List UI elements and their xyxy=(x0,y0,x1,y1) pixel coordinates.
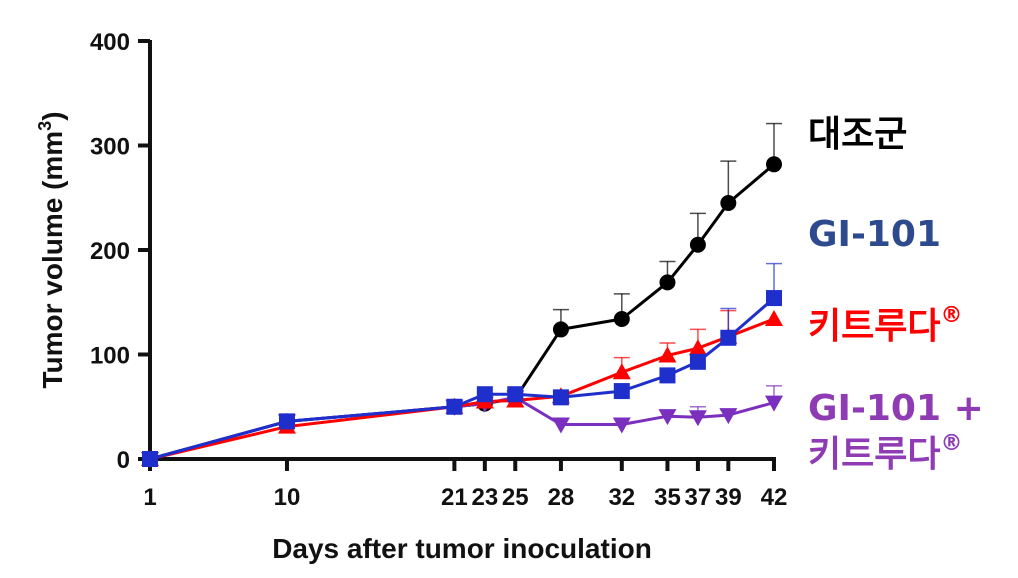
x-tick-label: 1 xyxy=(143,484,156,511)
data-point xyxy=(765,309,783,326)
legend-label-combo-line2: 키트루다® xyxy=(808,431,962,475)
legend-label-keytruda: 키트루다® xyxy=(808,303,962,347)
series-line xyxy=(149,317,775,461)
data-point xyxy=(278,413,295,430)
data-point xyxy=(612,417,631,434)
data-point xyxy=(507,386,524,403)
x-tick-label: 32 xyxy=(608,484,635,511)
data-point xyxy=(720,329,737,346)
data-point xyxy=(689,353,706,370)
data-point xyxy=(613,383,630,400)
data-point xyxy=(613,310,630,327)
x-tick-label: 21 xyxy=(441,484,468,511)
y-tick-label: 300 xyxy=(90,134,130,161)
data-point xyxy=(688,410,707,427)
data-point xyxy=(552,389,569,406)
x-tick-label: 23 xyxy=(471,484,498,511)
legend-label-combo-line1: GI-101 + xyxy=(808,388,984,429)
data-point xyxy=(658,346,677,363)
data-point xyxy=(612,363,631,380)
y-tick-label: 200 xyxy=(90,238,130,265)
x-tick-label: 28 xyxy=(548,484,575,511)
data-point xyxy=(659,274,676,291)
data-point xyxy=(446,398,463,415)
data-point xyxy=(659,367,676,384)
data-point xyxy=(766,290,782,307)
y-axis-title: Tumor volume (mm3) xyxy=(35,111,68,388)
x-tick-label: 10 xyxy=(274,484,301,511)
data-series xyxy=(141,122,783,468)
data-point xyxy=(476,386,493,403)
data-point xyxy=(688,339,707,356)
legend-label-control: 대조군 xyxy=(808,114,907,155)
axes: 0 100 200 300 400 1 10 21 23 25 28 32 35 37 39 42 xyxy=(90,29,787,511)
series-gi101 xyxy=(142,262,782,467)
series-combo xyxy=(141,385,783,468)
series-keytruda xyxy=(141,309,783,466)
data-point xyxy=(766,156,782,173)
x-tick-label: 42 xyxy=(761,484,788,511)
data-point xyxy=(658,409,677,426)
y-tick-label: 400 xyxy=(90,29,130,56)
x-tick-label: 37 xyxy=(685,484,712,511)
data-point xyxy=(552,321,569,338)
y-tick-label: 0 xyxy=(117,447,130,474)
data-point xyxy=(142,451,158,467)
series-line xyxy=(149,296,775,461)
y-tick-label: 100 xyxy=(90,343,130,370)
series-line xyxy=(149,163,775,461)
data-point xyxy=(720,194,737,211)
x-tick-label: 39 xyxy=(715,484,742,511)
data-point xyxy=(765,395,783,412)
legend-label-gi101: GI-101 xyxy=(808,214,941,255)
x-axis-title: Days after tumor inoculation xyxy=(272,533,652,564)
legend: 대조군 GI-101 키트루다® GI-101 + 키트루다® xyxy=(808,114,984,475)
x-tick-label: 25 xyxy=(502,484,529,511)
data-point xyxy=(719,408,738,425)
data-point xyxy=(689,236,706,253)
x-tick-label: 35 xyxy=(654,484,681,511)
data-point xyxy=(551,417,570,434)
